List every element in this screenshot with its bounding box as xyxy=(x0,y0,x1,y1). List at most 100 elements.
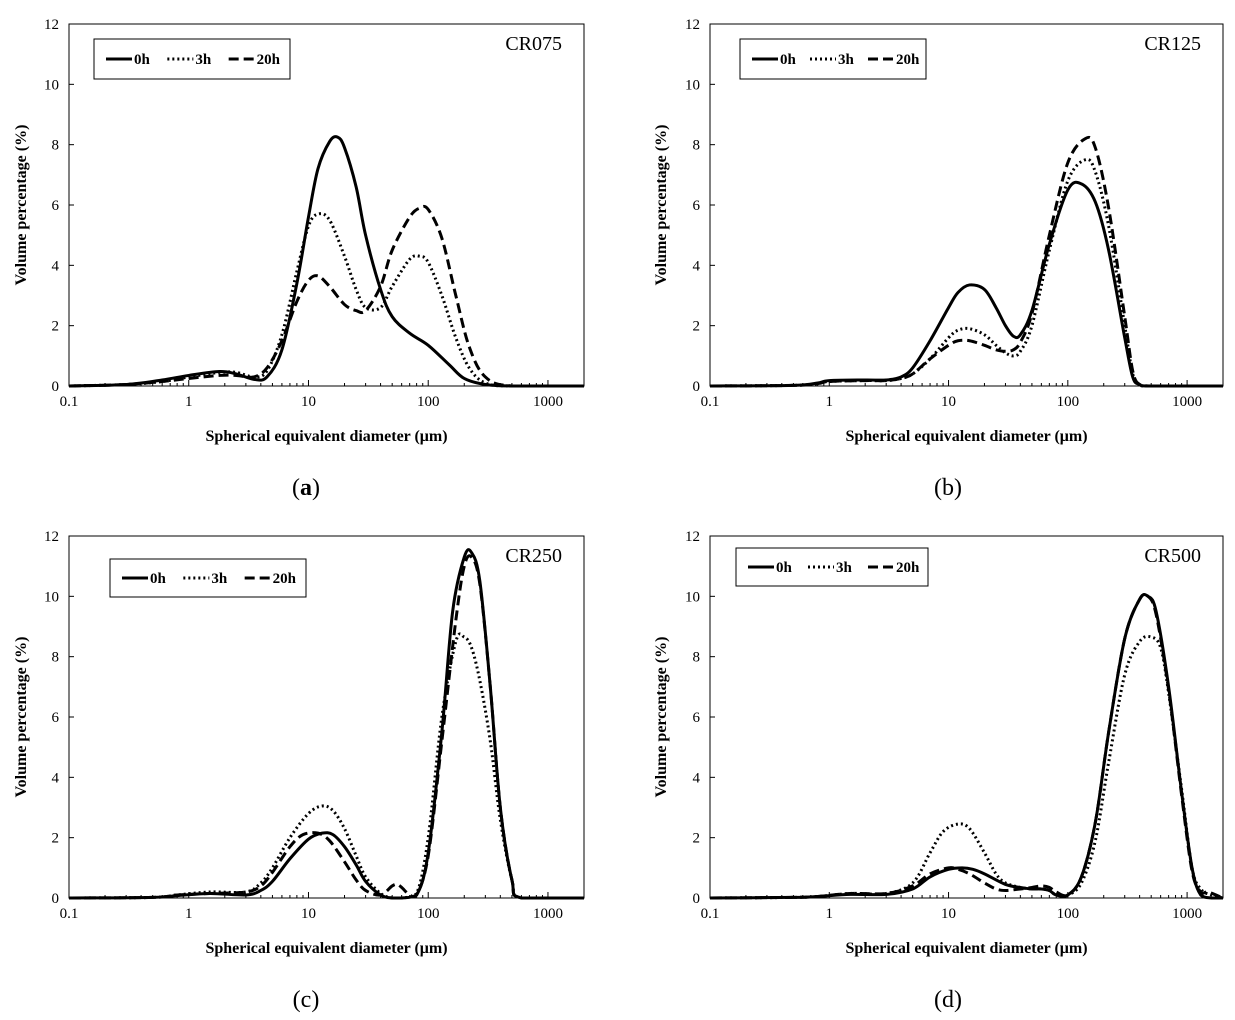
legend-label-20h: 20h xyxy=(273,571,297,587)
x-tick-label: 10 xyxy=(301,906,316,922)
series-line-0h xyxy=(709,180,1223,388)
legend-label-0h: 0h xyxy=(780,52,797,68)
x-tick-label: 100 xyxy=(417,394,440,410)
chart-a: 0 2 4 6 8 10 12 0.1 1 10 100 1000 Spherical equivale… xyxy=(13,17,585,445)
series-line-20h xyxy=(68,554,584,900)
y-tick-label: 4 xyxy=(693,770,701,786)
y-axis-title: Volume percentage (%) xyxy=(653,125,670,286)
plot-label: CR500 xyxy=(1144,545,1201,567)
legend-label-20h: 20h xyxy=(896,52,920,68)
x-tick-label: 10 xyxy=(941,394,956,410)
x-tick-label: 0.1 xyxy=(60,394,79,410)
y-tick-label: 2 xyxy=(693,831,701,847)
x-axis-title: Spherical equivalent diameter (μm) xyxy=(205,428,447,445)
x-tick-label: 0.1 xyxy=(60,906,79,922)
caption-b: (b) xyxy=(934,475,962,501)
caption-d: (d) xyxy=(934,987,962,1013)
chart-c: 0 2 4 6 8 10 12 0.1 1 10 100 1000 Spherical equivale… xyxy=(13,529,585,957)
x-tick-label: 100 xyxy=(417,906,440,922)
x-tick-label: 10 xyxy=(941,906,956,922)
chart-panel-d: 0 2 4 6 8 10 12 0.1 1 10 100 1000 Spherical equivale… xyxy=(640,512,1235,1020)
series-line-3h xyxy=(68,212,584,388)
caption-a: (a) xyxy=(292,475,320,501)
x-axis-title: Spherical equivalent diameter (μm) xyxy=(845,940,1087,957)
caption-letter-b: b xyxy=(942,475,954,501)
x-axis-title: Spherical equivalent diameter (μm) xyxy=(845,428,1087,445)
legend-label-20h: 20h xyxy=(896,560,920,576)
y-axis-title: Volume percentage (%) xyxy=(653,637,670,798)
plot-frame xyxy=(709,535,1224,899)
caption-letter-c: c xyxy=(300,987,312,1013)
legend-label-20h: 20h xyxy=(257,52,281,68)
x-axis-title: Spherical equivalent diameter (μm) xyxy=(205,940,447,957)
series-line-3h xyxy=(709,157,1223,388)
legend: 0h 3h 20h xyxy=(93,38,291,80)
y-tick-label: 10 xyxy=(44,589,59,605)
y-tick-label: 4 xyxy=(693,258,701,274)
legend: 0h 3h 20h xyxy=(109,558,307,598)
legend-label-3h: 3h xyxy=(838,52,855,68)
x-tick-label: 0.1 xyxy=(701,394,720,410)
y-tick-label: 8 xyxy=(52,650,60,666)
caption-letter-d: d xyxy=(942,987,954,1013)
x-tick-label: 1000 xyxy=(533,906,563,922)
series-line-0h xyxy=(68,135,584,388)
series-line-0h xyxy=(68,548,584,900)
legend: 0h 3h 20h xyxy=(739,38,927,80)
x-tick-label: 100 xyxy=(1057,394,1080,410)
y-tick-label: 10 xyxy=(44,77,59,93)
y-tick-label: 6 xyxy=(52,710,60,726)
y-tick-label: 2 xyxy=(52,831,60,847)
x-tick-label: 1 xyxy=(185,906,193,922)
series-line-20h xyxy=(68,204,584,388)
series-line-20h xyxy=(709,592,1224,900)
y-tick-label: 4 xyxy=(52,770,60,786)
plot-label: CR250 xyxy=(505,545,562,567)
x-tick-label: 1000 xyxy=(1172,906,1202,922)
chart-b: 0 2 4 6 8 10 12 0.1 1 10 100 1000 Spherical equivale… xyxy=(653,17,1224,445)
chart-panel-b: 0 2 4 6 8 10 12 0.1 1 10 100 1000 Spherical equivale… xyxy=(640,0,1235,510)
y-tick-label: 10 xyxy=(685,589,700,605)
y-tick-label: 0 xyxy=(693,891,701,907)
y-tick-label: 12 xyxy=(44,17,59,33)
y-tick-label: 10 xyxy=(685,77,700,93)
chart-d: 0 2 4 6 8 10 12 0.1 1 10 100 1000 Spherical equivale… xyxy=(653,529,1224,957)
legend-label-3h: 3h xyxy=(836,560,853,576)
x-tick-label: 1 xyxy=(826,906,834,922)
legend-label-3h: 3h xyxy=(211,571,228,587)
plot-label: CR125 xyxy=(1144,33,1201,55)
legend-label-3h: 3h xyxy=(195,52,212,68)
x-tick-label: 10 xyxy=(301,394,316,410)
y-axis-title: Volume percentage (%) xyxy=(13,637,30,798)
x-tick-label: 100 xyxy=(1057,906,1080,922)
y-tick-label: 8 xyxy=(693,138,701,154)
caption-c: (c) xyxy=(292,987,320,1013)
series-line-20h xyxy=(709,135,1223,388)
legend-label-0h: 0h xyxy=(134,52,151,68)
x-tick-label: 1 xyxy=(826,394,834,410)
legend-label-0h: 0h xyxy=(776,560,793,576)
y-tick-label: 12 xyxy=(685,17,700,33)
y-axis-title: Volume percentage (%) xyxy=(13,125,30,286)
plot-label: CR075 xyxy=(505,33,562,55)
caption-letter-a: a xyxy=(300,475,312,501)
legend: 0h 3h 20h xyxy=(735,547,929,587)
y-tick-label: 2 xyxy=(52,319,60,335)
y-tick-label: 0 xyxy=(693,379,701,395)
y-tick-label: 12 xyxy=(44,529,59,545)
y-tick-label: 8 xyxy=(693,650,701,666)
legend-label-0h: 0h xyxy=(150,571,167,587)
y-tick-label: 4 xyxy=(52,258,60,274)
y-tick-label: 0 xyxy=(52,891,60,907)
y-tick-label: 8 xyxy=(52,138,60,154)
series-line-3h xyxy=(709,634,1224,900)
y-tick-label: 6 xyxy=(52,198,60,214)
x-tick-label: 1000 xyxy=(1172,394,1202,410)
y-tick-label: 6 xyxy=(693,710,701,726)
chart-panel-c: 0 2 4 6 8 10 12 0.1 1 10 100 1000 Spherical equivale… xyxy=(0,512,600,1020)
series-line-0h xyxy=(709,592,1223,900)
y-tick-label: 0 xyxy=(52,379,60,395)
y-tick-label: 6 xyxy=(693,198,701,214)
chart-panel-a: 0 2 4 6 8 10 12 0.1 1 10 100 1000 Spherical equivale… xyxy=(0,0,600,510)
y-tick-label: 12 xyxy=(685,529,700,545)
